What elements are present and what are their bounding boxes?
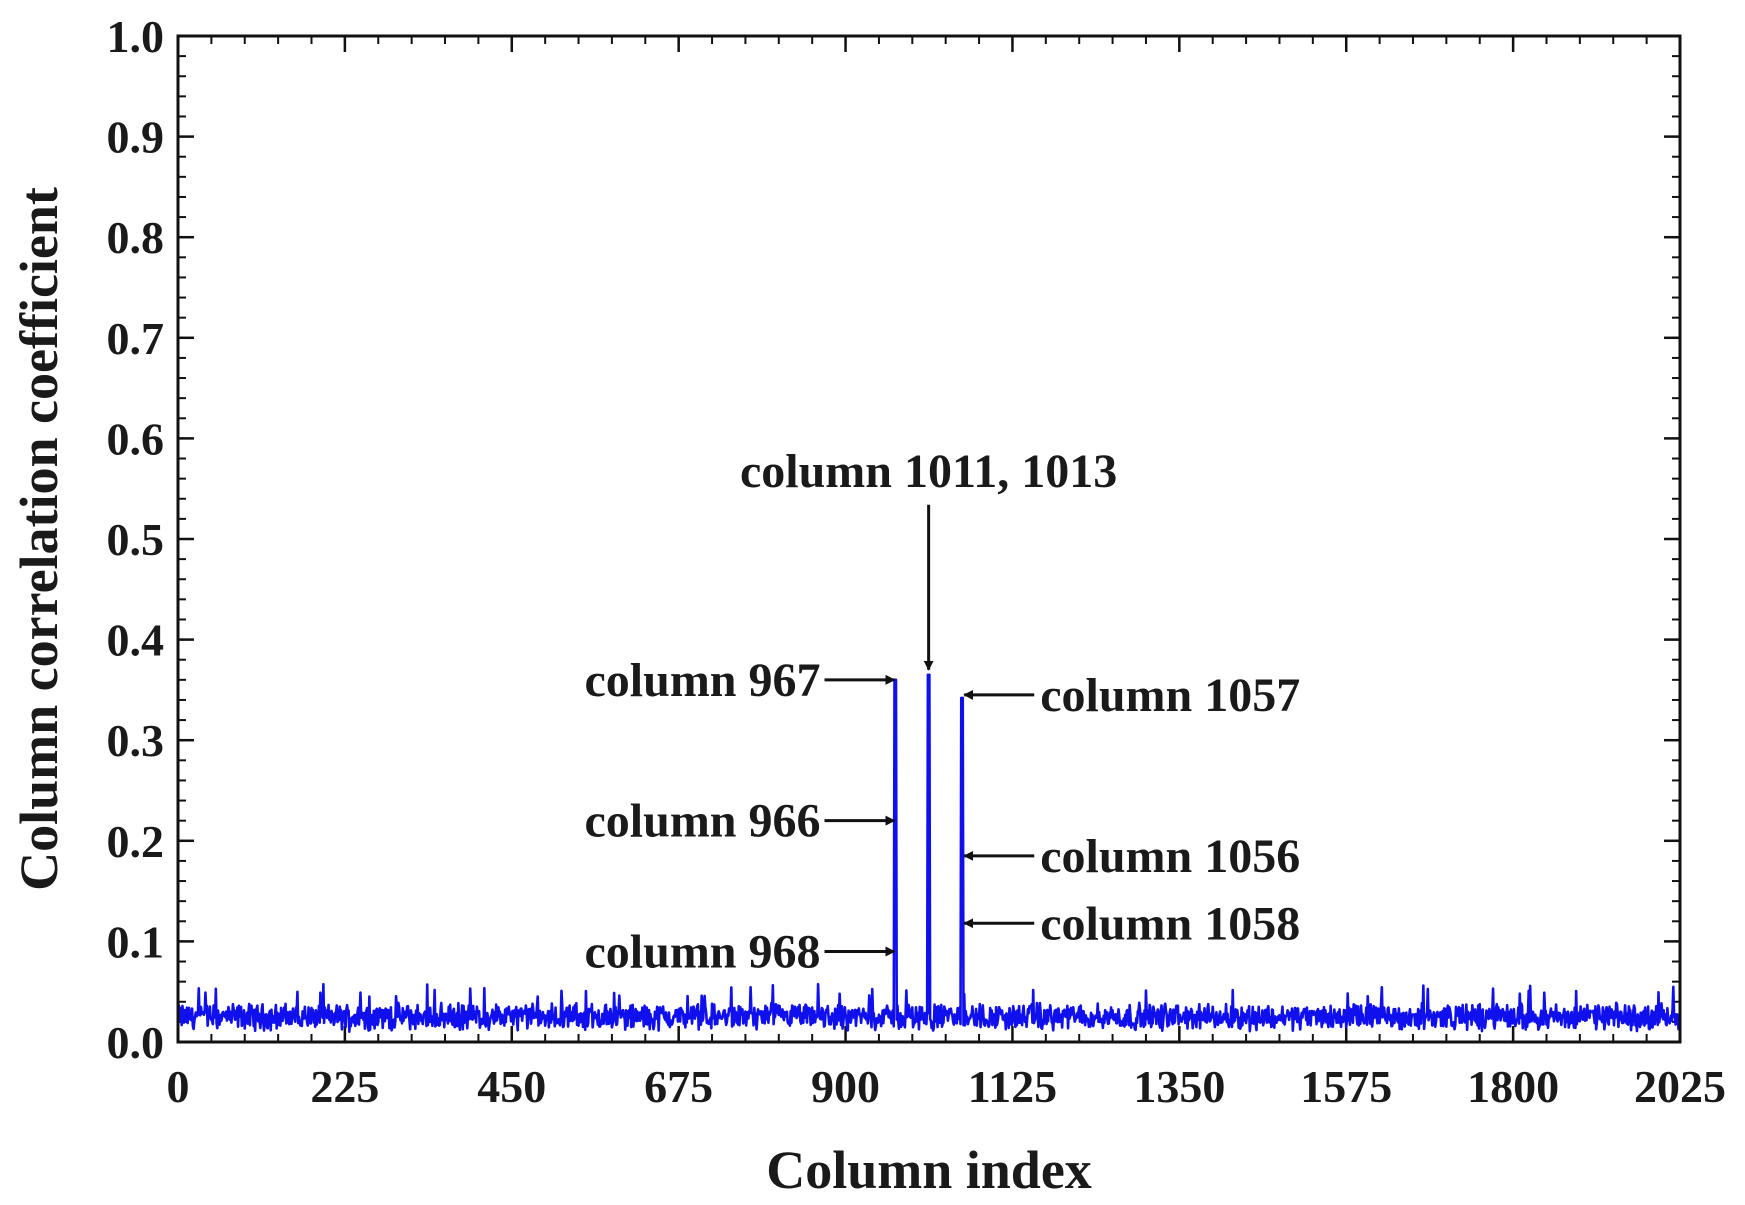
correlation-series-line xyxy=(176,673,1681,1033)
y-tick-label: 0.6 xyxy=(107,413,165,464)
y-tick-label: 1.0 xyxy=(107,11,165,62)
y-tick-label: 0.9 xyxy=(107,112,165,163)
x-tick-label: 1575 xyxy=(1300,1061,1392,1112)
tick-labels: 0 225 450 675 900 1125 1350 1575 1800 2025 0.0 0.1 0… xyxy=(107,11,1727,1112)
x-tick-label: 0 xyxy=(167,1061,190,1112)
y-tick-label: 0.2 xyxy=(107,816,165,867)
x-tick-label: 675 xyxy=(644,1061,713,1112)
annotation-label: column 1056 xyxy=(1040,830,1300,883)
annotation-label: column 966 xyxy=(584,795,820,848)
annotation-label: column 1057 xyxy=(1040,669,1300,722)
x-tick-label: 225 xyxy=(310,1061,379,1112)
x-tick-label: 450 xyxy=(477,1061,546,1112)
x-tick-label: 900 xyxy=(811,1061,880,1112)
x-axis-title: Column index xyxy=(766,1140,1092,1200)
data-series xyxy=(176,673,1681,1033)
axis-ticks xyxy=(176,34,1682,1044)
annotation-label: column 1011, 1013 xyxy=(740,445,1117,498)
x-tick-label: 1800 xyxy=(1467,1061,1559,1112)
annotation-label: column 967 xyxy=(584,654,820,707)
annotations: column 1011, 1013 column 967 column 966 col… xyxy=(584,445,1300,979)
x-tick-label: 1125 xyxy=(968,1061,1057,1112)
y-tick-label: 0.8 xyxy=(107,212,165,263)
annotation-label: column 968 xyxy=(584,925,820,978)
y-tick-label: 0.3 xyxy=(107,715,165,766)
plot-frame xyxy=(176,34,1682,1044)
y-tick-label: 0.1 xyxy=(107,916,165,967)
y-tick-label: 0.4 xyxy=(107,615,165,666)
y-tick-label: 0.5 xyxy=(107,514,165,565)
annotation-label: column 1058 xyxy=(1040,897,1300,950)
x-tick-label: 1350 xyxy=(1133,1061,1225,1112)
y-tick-label: 0.7 xyxy=(107,313,165,364)
y-tick-label: 0.0 xyxy=(107,1017,165,1068)
y-axis-title: Column correlation coefficient xyxy=(9,187,69,891)
x-tick-label: 2025 xyxy=(1634,1061,1726,1112)
